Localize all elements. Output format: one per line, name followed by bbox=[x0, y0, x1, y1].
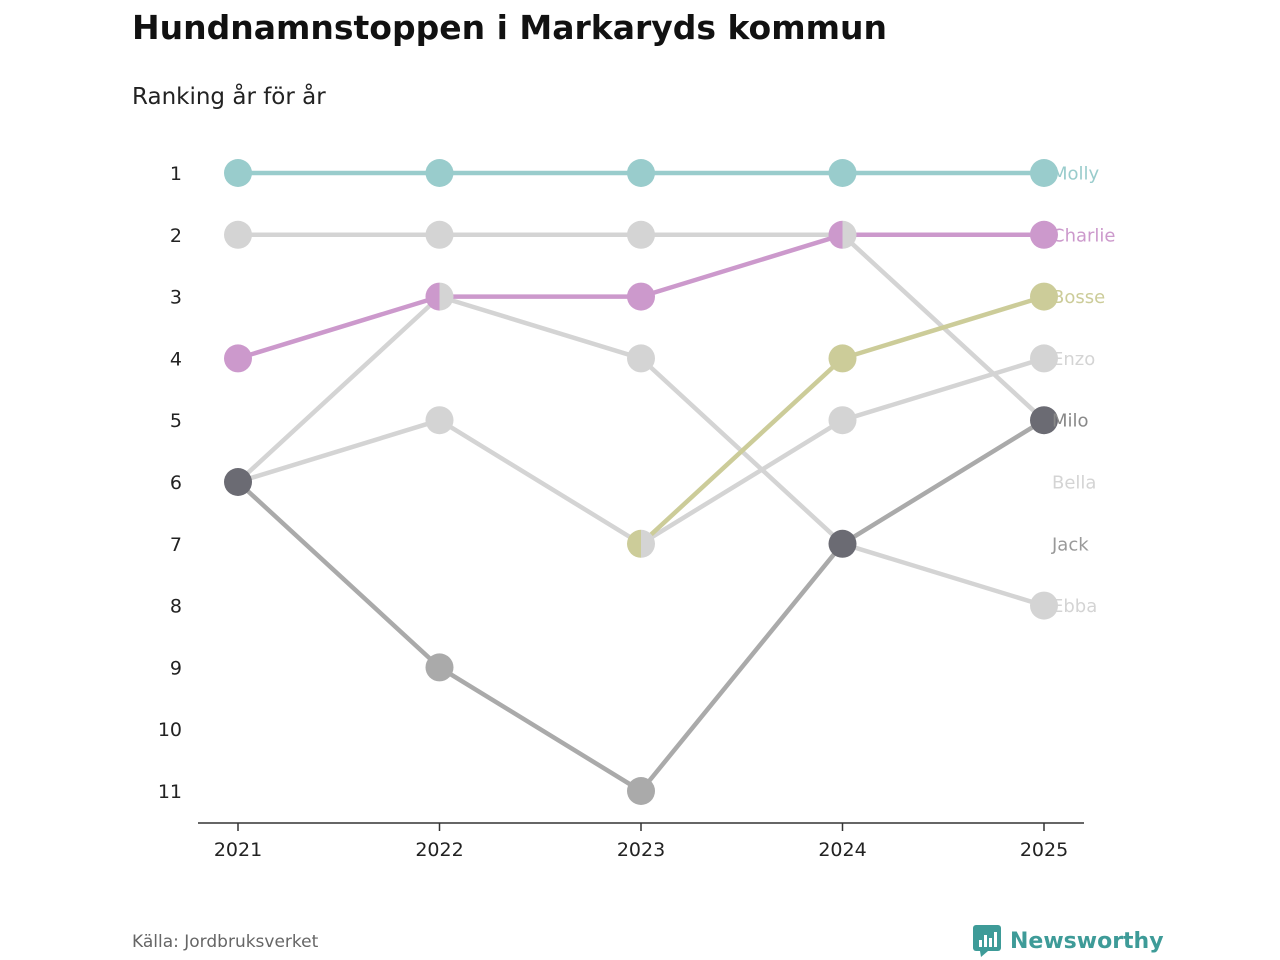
data-point bbox=[224, 344, 252, 373]
series-points bbox=[224, 159, 1058, 805]
y-tick-label: 6 bbox=[170, 472, 182, 494]
series-label-enzo: Enzo bbox=[1052, 349, 1095, 370]
series-label-bosse: Bosse bbox=[1052, 287, 1105, 308]
data-point-half bbox=[439, 282, 454, 311]
y-tick-label: 2 bbox=[170, 225, 182, 247]
data-point bbox=[425, 220, 454, 249]
data-point bbox=[1030, 591, 1058, 620]
x-tick-label: 2022 bbox=[415, 839, 463, 861]
data-point bbox=[425, 406, 454, 435]
data-point bbox=[224, 468, 252, 496]
data-point bbox=[627, 344, 655, 373]
data-point-half bbox=[627, 529, 641, 558]
series-label-milo: Milo bbox=[1052, 411, 1089, 432]
data-point bbox=[828, 406, 857, 435]
y-axis: 1 2 3 4 5 6 7 8 9 10 11 bbox=[158, 163, 182, 803]
data-point bbox=[828, 159, 857, 187]
x-tick-label: 2024 bbox=[818, 839, 866, 861]
series-lines bbox=[235, 170, 1047, 794]
x-tick-label: 2021 bbox=[214, 839, 262, 861]
y-tick-label: 9 bbox=[170, 657, 182, 679]
y-tick-label: 11 bbox=[158, 781, 182, 803]
y-tick-label: 7 bbox=[170, 534, 182, 556]
data-point-half bbox=[641, 529, 656, 558]
data-point bbox=[425, 159, 454, 187]
series-line-enzo bbox=[235, 356, 1047, 547]
data-point bbox=[1030, 406, 1058, 435]
data-point bbox=[1030, 344, 1058, 373]
data-point-half bbox=[842, 220, 857, 249]
x-axis: 2021 2022 2023 2024 2025 bbox=[198, 822, 1084, 861]
series-labels: Molly Charlie Bosse Enzo Milo Bella Jack Ebba bbox=[1051, 164, 1115, 618]
series-label-bella: Bella bbox=[1052, 473, 1096, 494]
y-tick-label: 3 bbox=[170, 287, 182, 309]
data-point-half bbox=[425, 282, 440, 311]
data-point bbox=[627, 220, 655, 249]
series-line-milo bbox=[235, 232, 1047, 423]
series-line-bella bbox=[235, 294, 1047, 608]
newsworthy-logo-icon bbox=[973, 925, 1001, 957]
x-tick-label: 2023 bbox=[617, 839, 665, 861]
y-tick-label: 10 bbox=[158, 719, 182, 741]
series-label-ebba: Ebba bbox=[1052, 596, 1097, 617]
data-point bbox=[1030, 282, 1058, 311]
series-line-jack bbox=[235, 417, 1047, 794]
x-tick-label: 2025 bbox=[1020, 839, 1068, 861]
series-label-jack: Jack bbox=[1051, 534, 1089, 555]
y-tick-label: 1 bbox=[170, 163, 182, 185]
series-label-molly: Molly bbox=[1052, 164, 1100, 185]
chart-subtitle: Ranking år för år bbox=[132, 84, 326, 110]
brand-name: Newsworthy bbox=[1010, 928, 1164, 954]
data-point bbox=[224, 159, 252, 187]
data-point bbox=[1030, 220, 1058, 249]
data-point bbox=[627, 282, 655, 311]
data-point bbox=[828, 344, 857, 373]
series-label-charlie: Charlie bbox=[1052, 225, 1115, 246]
y-tick-label: 4 bbox=[170, 348, 182, 370]
brand-logo: Newsworthy bbox=[972, 924, 1164, 958]
data-point bbox=[1030, 159, 1058, 187]
y-tick-label: 5 bbox=[170, 410, 182, 432]
data-point bbox=[627, 159, 655, 187]
data-point-half bbox=[828, 220, 843, 249]
data-point bbox=[224, 220, 252, 249]
y-tick-label: 8 bbox=[170, 596, 182, 618]
data-point bbox=[425, 653, 454, 682]
data-point bbox=[627, 777, 655, 805]
chart-title: Hundnamnstoppen i Markaryds kommun bbox=[132, 8, 887, 47]
data-point bbox=[828, 529, 857, 558]
source-note: Källa: Jordbruksverket bbox=[132, 932, 319, 952]
